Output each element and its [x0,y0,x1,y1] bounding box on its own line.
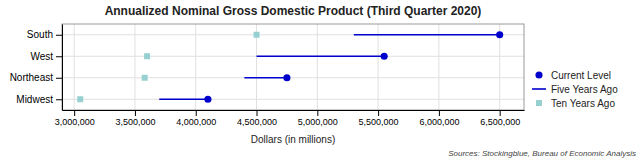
x-tick: 4,000,000 [176,110,216,127]
marker-square [144,53,150,59]
x-tick: 3,000,000 [55,110,95,127]
x-tick-label: 3,000,000 [55,117,95,127]
grid-line-x [317,24,318,110]
legend-label: Current Level [551,70,611,81]
title: Annualized Nominal Gross Domestic Produc… [105,4,482,18]
legend-symbol [532,88,546,90]
x-tick: 6,500,000 [480,110,520,127]
plot-frame [62,24,524,110]
y-tick-label: Midwest [16,94,53,105]
x-tick: 4,500,000 [237,110,277,127]
marker-square [142,75,148,81]
grid-line-x [378,24,379,110]
x-tick-label: 4,500,000 [237,117,277,127]
marker-circle [283,74,290,81]
legend-label: Ten Years Ago [551,98,615,109]
y-tick-label: West [30,51,53,62]
y-tick: Midwest [16,94,62,105]
range-line [244,77,287,79]
legend-symbol [535,71,542,78]
y-tick-mark [56,35,62,36]
y-tick: Northeast [10,72,62,83]
grid-line-x [74,24,75,110]
x-tick-mark [196,110,197,116]
x-tick: 5,000,000 [298,110,338,127]
x-tick-label: 5,500,000 [359,117,399,127]
legend-item: Ten Years Ago [536,98,615,109]
chart: 3,000,000 3,500,000 4,000,000 4,500,000 5,00… [0,0,640,160]
x-axis: 3,000,000 3,500,000 4,000,000 4,500,000 5,00… [55,110,525,127]
x-tick-mark [257,110,258,116]
grid-line-x [438,24,439,110]
x-tick-label: 3,500,000 [115,117,155,127]
x-tick-mark [135,110,136,116]
legend-label: Five Years Ago [551,84,618,95]
y-tick: South [27,29,62,40]
grid-line-x [134,24,135,110]
x-tick-label: 6,500,000 [480,117,520,127]
x-axis-title: Dollars (in millions) [251,134,335,145]
x-tick-mark [74,110,75,116]
marker-circle [496,31,503,38]
x-tick-mark [439,110,440,116]
y-axis-line [62,25,63,111]
x-axis-line [63,110,525,111]
y-tick-mark [56,78,62,79]
grid-line-x [195,24,196,110]
y-axis: South West Northeast Midwest [10,25,63,111]
legend-item: Current Level [535,70,611,81]
legend-symbol [536,100,542,106]
x-tick-mark [317,110,318,116]
y-tick-label: South [27,29,53,40]
x-tick-mark [378,110,379,116]
legend-item: Five Years Ago [532,84,618,95]
marks [77,31,503,103]
marker-circle [381,53,388,60]
marker-circle [204,96,211,103]
grid-line-y [62,77,524,78]
y-tick-mark [56,99,62,100]
x-tick-label: 4,000,000 [176,117,216,127]
x-tick-label: 5,000,000 [298,117,338,127]
y-tick-mark [56,56,62,57]
legend: Current Level Five Years Ago Ten Years Ago [532,70,618,109]
x-tick-mark [500,110,501,116]
x-tick: 5,500,000 [359,110,399,127]
marker-square [254,32,260,38]
grid [62,24,524,110]
x-tick: 6,000,000 [419,110,459,127]
source-note: Sources: Stockingblue, Bureau of Economi… [448,149,636,158]
y-tick: West [30,51,62,62]
marker-square [77,96,83,102]
grid-line-y [62,56,524,57]
grid-line-y [62,34,524,35]
range-line [159,98,208,100]
grid-line-y [62,99,524,100]
x-tick-label: 6,000,000 [419,117,459,127]
range-line [257,55,385,57]
y-tick-label: Northeast [10,72,54,83]
x-tick: 3,500,000 [115,110,155,127]
range-line [354,34,500,36]
